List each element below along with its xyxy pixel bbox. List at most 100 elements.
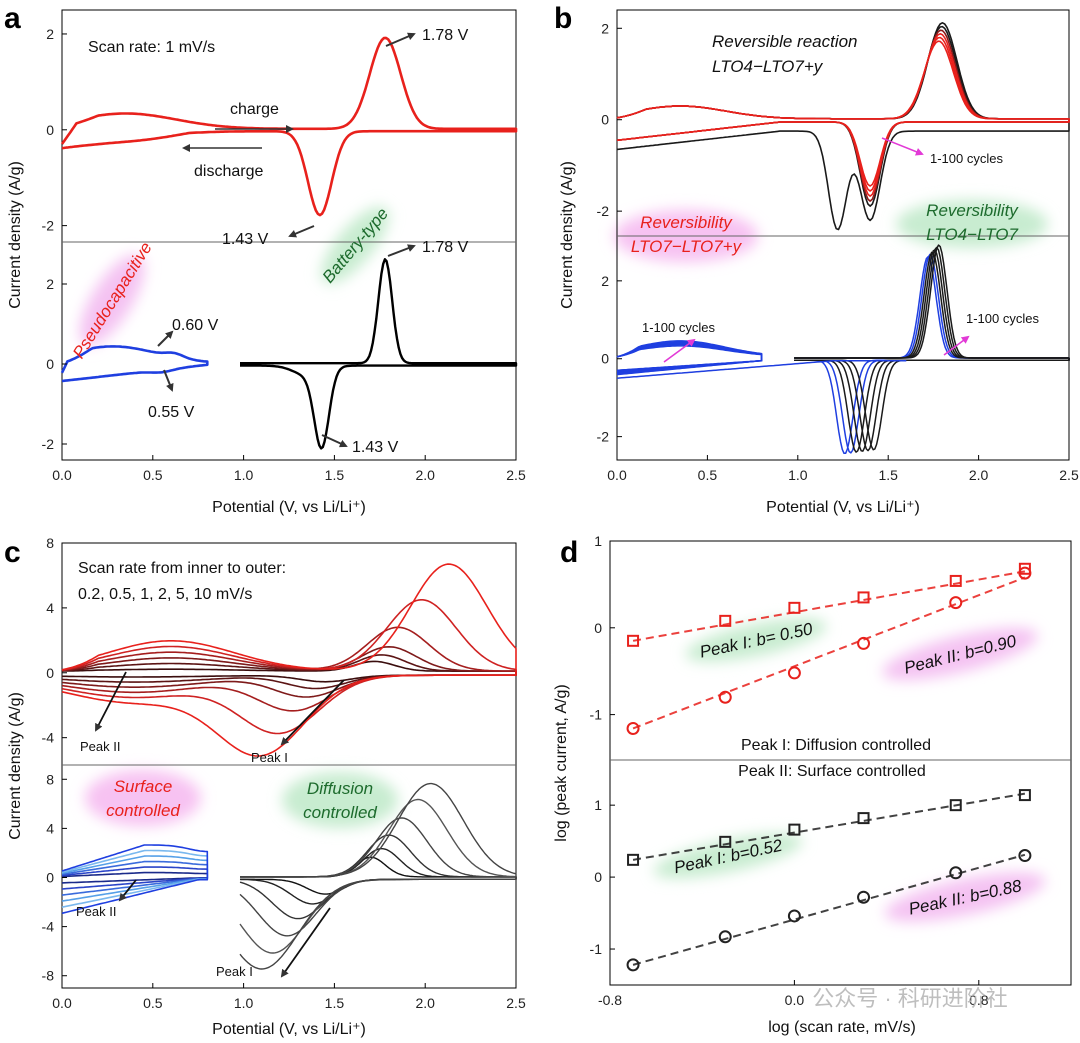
d-fit-line bbox=[632, 570, 1026, 642]
b-ytick-label-top: -2 bbox=[597, 203, 610, 219]
a-ytick-label-top: -2 bbox=[42, 218, 55, 234]
panel-a-frame bbox=[61, 9, 517, 461]
b-top-cycle-curve bbox=[616, 22, 1070, 231]
b-xtick-label: 2.0 bbox=[969, 467, 989, 483]
b-xtick-label: 1.0 bbox=[788, 467, 808, 483]
b-ytick-label-bot: 0 bbox=[601, 351, 609, 367]
b-cycles-blue-arrow bbox=[663, 338, 696, 363]
d-fit-line bbox=[632, 576, 1026, 730]
panel-letter-c: c bbox=[4, 536, 21, 569]
a-ytick-label-bot: 0 bbox=[46, 356, 54, 372]
d-square-marker bbox=[1018, 562, 1031, 575]
c-ytick-label-top: 0 bbox=[46, 665, 54, 681]
a-charge-label: charge bbox=[230, 101, 279, 118]
c-diffusion-line1: Diffusion bbox=[307, 779, 373, 798]
c-xtick-label: 0.0 bbox=[52, 995, 72, 1011]
d-square-marker bbox=[788, 601, 801, 614]
b-cycles-black-arrow bbox=[943, 335, 970, 356]
glow-d-peak1-top bbox=[685, 618, 827, 662]
b-reversible-line1: Reversible reaction bbox=[712, 32, 858, 51]
glow-d-peak1-bot bbox=[653, 833, 803, 879]
b-bottom-battery-cycle bbox=[794, 244, 1070, 451]
c-peak1-top-arrow bbox=[280, 679, 345, 746]
c-peak2-bot-label: Peak II bbox=[76, 904, 116, 919]
c-bottom-battery-curve bbox=[239, 782, 517, 970]
panel-c: 0.0 0.5 1.0 1.5 2.0 2.5 -4 0 4 8 -8 -4 0 4 8 Potential… bbox=[7, 535, 526, 1038]
c-scan-line2: 0.2, 0.5, 1, 2, 5, 10 mV/s bbox=[78, 586, 252, 603]
b-cycles-black-label: 1-100 cycles bbox=[966, 311, 1039, 326]
a-xtick-label: 2.0 bbox=[415, 467, 435, 483]
panel-b-frame bbox=[616, 9, 1070, 461]
d-ytick-label-bot: 1 bbox=[594, 797, 602, 813]
d-xtick-label: 0.0 bbox=[785, 992, 805, 1008]
b-top-cycle-curve bbox=[616, 40, 1070, 187]
d-circle-marker bbox=[857, 890, 871, 904]
b-top-cycle-curve bbox=[616, 33, 1070, 197]
d-square-marker bbox=[719, 835, 732, 848]
a-ytick-label-bot: -2 bbox=[42, 436, 55, 452]
b-rev-right-line2: LTO4−LTO7 bbox=[926, 225, 1018, 244]
panel-b: 0.0 0.5 1.0 1.5 2.0 2.5 -2 0 2 -2 0 2 Potential (V,… bbox=[559, 9, 1079, 516]
panel-a: 0.0 0.5 1.0 1.5 2.0 2.5 -2 0 2 -2 0 2 Potential (V,… bbox=[7, 9, 526, 516]
panel-letter-b: b bbox=[554, 2, 572, 35]
d-circle-marker bbox=[718, 930, 732, 944]
b-ytick-label-top: 2 bbox=[601, 20, 609, 36]
b-cycles-top-arrow bbox=[881, 137, 924, 156]
d-circle-marker bbox=[626, 721, 640, 735]
glow-surface bbox=[85, 770, 201, 826]
glow-d-peak2-top bbox=[882, 627, 1038, 681]
d-circle-marker bbox=[949, 596, 963, 610]
b-cycles-blue-label: 1-100 cycles bbox=[642, 320, 715, 335]
a-ytick-label-top: 0 bbox=[46, 122, 54, 138]
c-surface-line1: Surface bbox=[114, 777, 173, 796]
a-bottom-battery-curve bbox=[240, 258, 518, 450]
d-legend-line2: Peak II: Surface controlled bbox=[738, 763, 926, 780]
b-xtick-label: 1.5 bbox=[878, 467, 898, 483]
c-peak1-bot-arrow bbox=[280, 907, 331, 978]
d-ytick-label-top: -1 bbox=[590, 707, 603, 723]
a-peak-ox-bot-arrow bbox=[387, 244, 416, 257]
a-xtick-label: 1.0 bbox=[234, 467, 254, 483]
c-xtick-label: 1.5 bbox=[325, 995, 345, 1011]
d-square-marker bbox=[949, 799, 962, 812]
c-ytick-label-top: 4 bbox=[46, 600, 54, 616]
panel-d: -0.8 0.0 0.8 -1 0 1 -1 0 1 log (scan rate, mV/s)… bbox=[553, 533, 1072, 1036]
a-peak-red-top-arrow bbox=[288, 225, 315, 238]
d-xtick-label: 0.8 bbox=[969, 992, 989, 1008]
d-ytick-label-top: 0 bbox=[594, 620, 602, 636]
a-scan-rate: Scan rate: 1 mV/s bbox=[88, 39, 215, 56]
b-cycles-top-label: 1-100 cycles bbox=[930, 151, 1003, 166]
d-circle-marker bbox=[949, 866, 963, 880]
b-top-cycle-curve bbox=[616, 36, 1070, 192]
a-pseudocapacitive-label: Pseudocapacitive bbox=[69, 239, 156, 362]
d-square-marker bbox=[857, 591, 870, 604]
b-xtick-label: 2.5 bbox=[1059, 467, 1079, 483]
b-bottom-blue-loop bbox=[616, 340, 763, 376]
panel-c-xlabel: Potential (V, vs Li/Li⁺) bbox=[212, 1021, 366, 1038]
a-ytick-label-bot: 2 bbox=[46, 276, 54, 292]
c-ytick-label-bot: -4 bbox=[42, 919, 55, 935]
d-ytick-label-bot: -1 bbox=[590, 941, 603, 957]
b-reversible-line2: LTO4−LTO7+y bbox=[712, 57, 824, 76]
a-pc-red-arrow bbox=[163, 369, 174, 392]
panel-a-xlabel: Potential (V, vs Li/Li⁺) bbox=[212, 499, 366, 516]
c-top-scan-curve bbox=[61, 599, 517, 735]
panel-b-xlabel: Potential (V, vs Li/Li⁺) bbox=[766, 499, 920, 516]
watermark: 公众号 · 科研进阶社 bbox=[812, 986, 1008, 1011]
panel-d-frame bbox=[609, 540, 1072, 986]
a-ytick-label-top: 2 bbox=[46, 26, 54, 42]
panel-b-ylabel: Current density (A/g) bbox=[559, 161, 576, 309]
a-peak-red-top-label: 1.43 V bbox=[222, 231, 269, 248]
c-xtick-label: 2.0 bbox=[415, 995, 435, 1011]
d-circle-marker bbox=[1018, 566, 1032, 580]
d-square-marker bbox=[857, 812, 870, 825]
c-bottom-blue-curve bbox=[61, 844, 209, 915]
glow-d-peak2-bot bbox=[884, 872, 1046, 922]
c-top-scan-curve bbox=[61, 646, 517, 698]
a-bottom-pseudocap-curve bbox=[60, 345, 209, 383]
d-xtick-label: -0.8 bbox=[598, 992, 622, 1008]
b-bottom-first-sweep bbox=[616, 359, 907, 379]
d-fit-line bbox=[632, 853, 1026, 966]
b-rev-left-line2: LTO7−LTO7+y bbox=[631, 237, 743, 256]
d-fit-line bbox=[632, 792, 1026, 861]
